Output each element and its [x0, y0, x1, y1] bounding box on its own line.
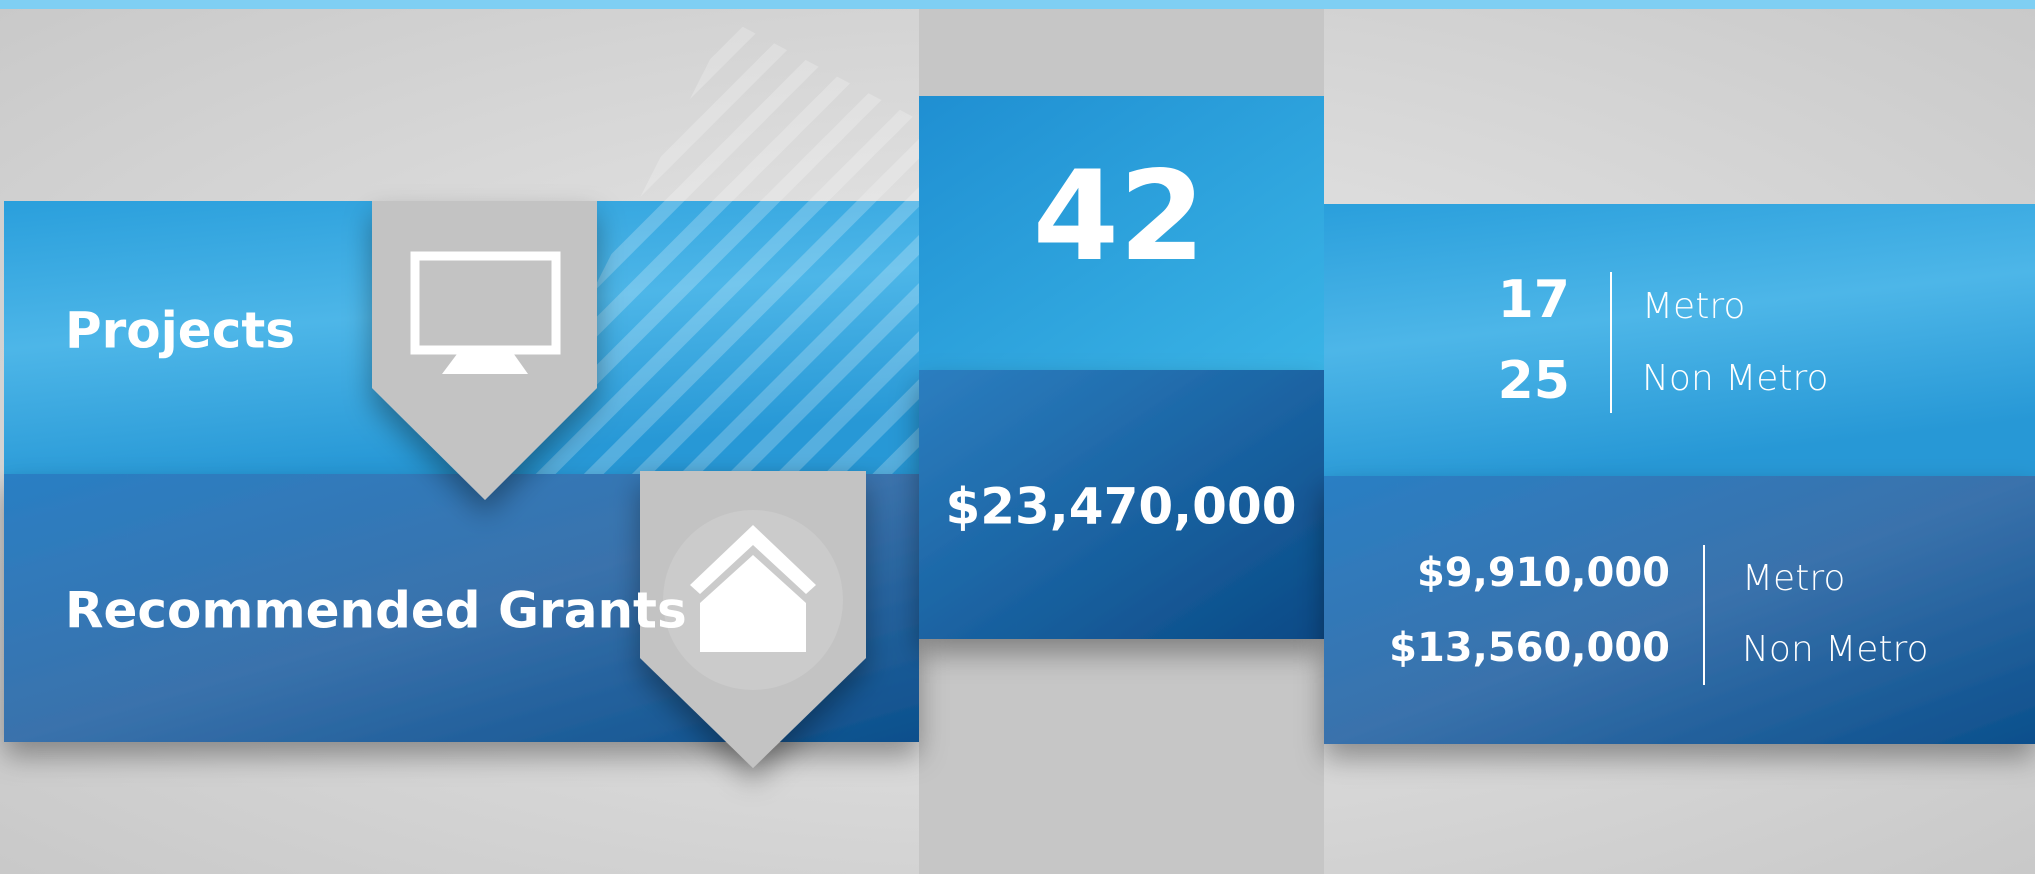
- breakdown-value: 25: [1498, 351, 1570, 411]
- stripes: [500, 20, 919, 474]
- house-badge: [640, 471, 866, 768]
- top-strip: [0, 0, 2035, 9]
- row-label: Projects: [65, 302, 295, 360]
- total: $23,470,000: [945, 478, 1296, 536]
- total: 42: [1033, 145, 1206, 289]
- breakdown-label: Non Metro: [1642, 358, 1829, 399]
- breakdown-value: 17: [1498, 270, 1570, 330]
- total-box-top: [919, 96, 1324, 370]
- monitor-badge: [372, 201, 597, 500]
- breakdown-label: Metro: [1742, 558, 1845, 599]
- breakdown-label: Metro: [1642, 286, 1745, 327]
- row-label: Recommended Grants: [65, 582, 687, 640]
- projects-breakdown-band: [1324, 204, 2035, 476]
- breakdown-label: Non Metro: [1742, 629, 1929, 670]
- grants-breakdown-band: [1324, 476, 2035, 744]
- breakdown-value: $13,560,000: [1389, 625, 1670, 671]
- breakdown-value: $9,910,000: [1417, 550, 1670, 596]
- total-box-bottom: [919, 370, 1324, 639]
